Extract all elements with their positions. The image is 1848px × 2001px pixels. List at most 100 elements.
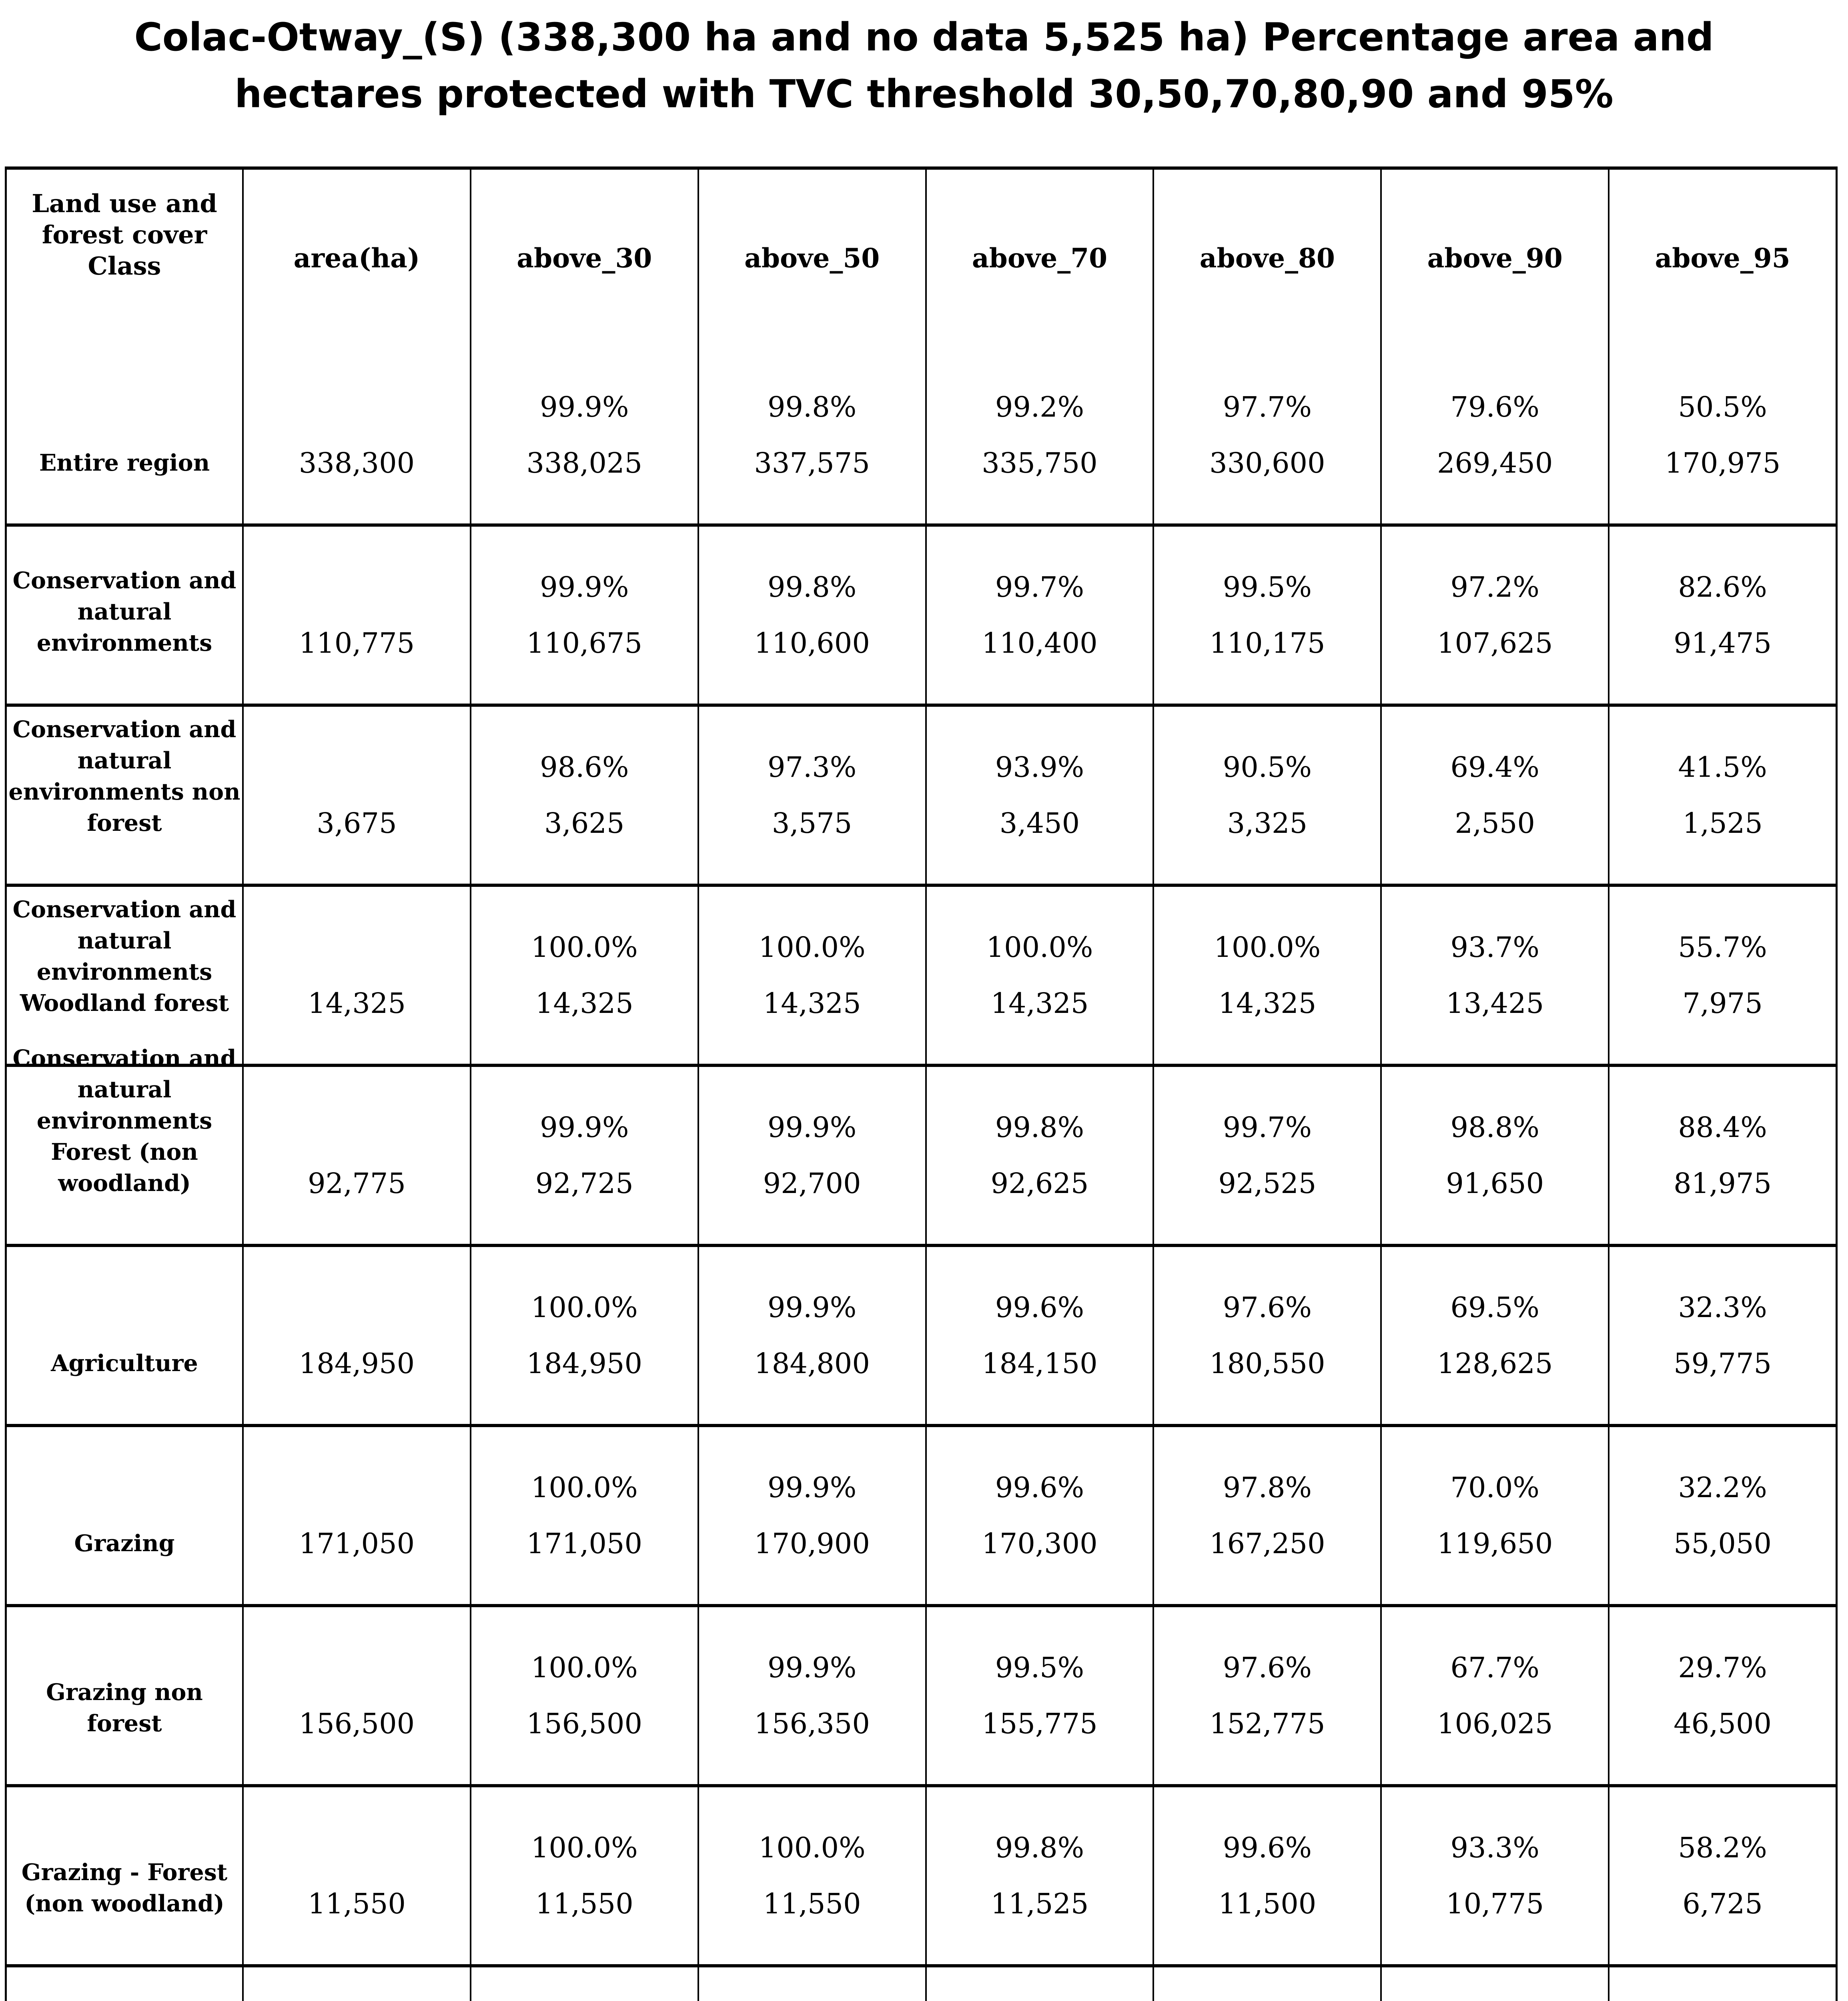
percent-value: 99.9% [540, 571, 629, 604]
threshold-cell: 98.8% 91,650 [1380, 1067, 1608, 1244]
row-label: Conservation and natural environments Fo… [12, 1045, 237, 1197]
hectares-value: 170,300 [982, 1527, 1098, 1560]
percent-value: 90.5% [1223, 751, 1312, 784]
percent-value: 32.3% [1678, 1291, 1767, 1324]
threshold-cell: 99.6% 184,150 [925, 1247, 1153, 1424]
hectares-value: 3,625 [544, 807, 625, 840]
threshold-cell: 69.5% 128,625 [1380, 1247, 1608, 1424]
hectares-value: 11,500 [1218, 1887, 1317, 1920]
row-label: Grazing - Forest (non woodland) [21, 1859, 228, 1917]
hectares-value: 184,800 [754, 1347, 870, 1380]
header-class-column: Land use and forest cover Class [32, 189, 217, 281]
header-above-50: above_50 [697, 170, 925, 347]
percent-value: 93.3% [1450, 1831, 1539, 1864]
threshold-cell: 99.7% 110,400 [925, 527, 1153, 704]
percent-value: 32.2% [1678, 1471, 1767, 1504]
hectares-value: 110,675 [526, 627, 642, 660]
area-ha-value: 92,775 [307, 1167, 406, 1200]
percent-value: 99.7% [995, 571, 1084, 604]
percent-value: 100.0% [758, 1831, 866, 1864]
table-row: Grazing non forest 156,500 100.0% 156,500 99… [7, 1604, 1836, 1784]
area-ha-cell: 184,950 [242, 1247, 470, 1424]
threshold-cell: 97.2% 107,625 [1380, 527, 1608, 704]
percent-value: 99.8% [995, 1831, 1084, 1864]
threshold-cell: 99.9% 92,725 [469, 1067, 698, 1244]
hectares-value: 11,550 [535, 1887, 633, 1920]
percent-value: 100.0% [531, 1291, 638, 1324]
threshold-cell: 97.8% 167,250 [1152, 1427, 1380, 1604]
percent-value: 41.5% [1678, 751, 1767, 784]
threshold-cell: 32.2% 55,050 [1608, 1427, 1836, 1604]
threshold-cell: 29.7% 46,500 [1608, 1607, 1836, 1784]
threshold-cell: 100.0% 171,050 [469, 1427, 698, 1604]
area-ha-value: 14,325 [307, 987, 406, 1020]
threshold-cell: 79.6% 269,450 [1380, 347, 1608, 523]
hectares-value: 156,350 [754, 1707, 870, 1740]
threshold-cell: 100.0% 14,325 [469, 887, 698, 1064]
protection-table: Land use and forest cover Class area(ha)… [5, 166, 1838, 2001]
area-ha-cell: 3,675 [242, 707, 470, 884]
threshold-cell: 98.6% 3,625 [469, 707, 698, 884]
area-ha-value: 11,550 [307, 1887, 406, 1920]
row-label-cell: Grazing [7, 1427, 242, 1604]
hectares-value: 91,650 [1446, 1167, 1544, 1200]
threshold-cell: 97.6% 180,550 [1152, 1247, 1380, 1424]
threshold-cell: 41.5% 1,525 [1608, 707, 1836, 884]
row-label-cell: Conservation and natural environments [7, 527, 242, 704]
threshold-cell: 67.7% 106,025 [1380, 1607, 1608, 1784]
percent-value: 50.5% [1678, 391, 1767, 423]
hectares-value: 152,775 [1209, 1707, 1325, 1740]
threshold-cell: 99.8% 110,600 [697, 527, 925, 704]
percent-value: 99.9% [540, 391, 629, 423]
row-label: Grazing non forest [46, 1679, 203, 1737]
header-above-90: above_90 [1380, 170, 1608, 347]
percent-value: 98.6% [540, 751, 629, 784]
row-label-cell: Grazing non forest [7, 1607, 242, 1784]
row-label-cell: Entire region [7, 347, 242, 523]
threshold-cell: 64.9%8,350 [1380, 1967, 1608, 2001]
hectares-value: 81,975 [1674, 1167, 1772, 1200]
percent-value: 100.0% [531, 1471, 638, 1504]
row-label: Agriculture [51, 1350, 198, 1377]
row-label: Entire region [39, 449, 210, 476]
row-label: Conservation and natural environments [12, 567, 237, 656]
table-row: Conservation and natural environments Fo… [7, 1045, 1836, 1244]
header-above-70: above_70 [925, 170, 1153, 347]
table-row: Entire region 338,300 99.9% 338,025 99.8% 337… [7, 347, 1836, 523]
percent-value: 100.0% [986, 931, 1093, 964]
area-ha-cell: 14,325 [242, 887, 470, 1064]
threshold-cell: 99.8% 92,625 [925, 1067, 1153, 1244]
percent-value: 99.9% [540, 1111, 629, 1144]
percent-value: 69.5% [1450, 1291, 1539, 1324]
hectares-value: 337,575 [754, 447, 870, 479]
threshold-cell: 100.0%12,875 [697, 1967, 925, 2001]
threshold-cell: 70.0% 119,650 [1380, 1427, 1608, 1604]
percent-value: 99.5% [1223, 571, 1312, 604]
area-ha-cell: 11,550 [242, 1787, 470, 1964]
percent-value: 97.7% [1223, 391, 1312, 423]
threshold-cell: 99.2% 335,750 [925, 347, 1153, 523]
area-ha-value: 184,950 [299, 1347, 415, 1380]
hectares-value: 92,725 [535, 1167, 633, 1200]
hectares-value: 11,525 [990, 1887, 1089, 1920]
hectares-value: 171,050 [526, 1527, 642, 1560]
threshold-cell: 33.8%4,350 [1608, 1967, 1836, 2001]
percent-value: 99.5% [995, 1651, 1084, 1684]
threshold-cell: 99.5% 110,175 [1152, 527, 1380, 704]
threshold-cell: 99.8% 11,525 [925, 1787, 1153, 1964]
percent-value: 100.0% [531, 1651, 638, 1684]
threshold-cell: 69.4% 2,550 [1380, 707, 1608, 884]
hectares-value: 184,950 [526, 1347, 642, 1380]
percent-value: 67.7% [1450, 1651, 1539, 1684]
percent-value: 82.6% [1678, 571, 1767, 604]
hectares-value: 170,900 [754, 1527, 870, 1560]
threshold-cell: 99.9% 338,025 [469, 347, 698, 523]
hectares-value: 110,175 [1209, 627, 1325, 660]
hectares-value: 14,325 [1218, 987, 1317, 1020]
hectares-value: 91,475 [1674, 627, 1772, 660]
hectares-value: 3,575 [772, 807, 852, 840]
threshold-cell: 58.2% 6,725 [1608, 1787, 1836, 1964]
threshold-cell: 96.5%12,425 [1152, 1967, 1380, 2001]
threshold-cell: 97.7% 330,600 [1152, 347, 1380, 523]
threshold-cell: 97.3% 3,575 [697, 707, 925, 884]
